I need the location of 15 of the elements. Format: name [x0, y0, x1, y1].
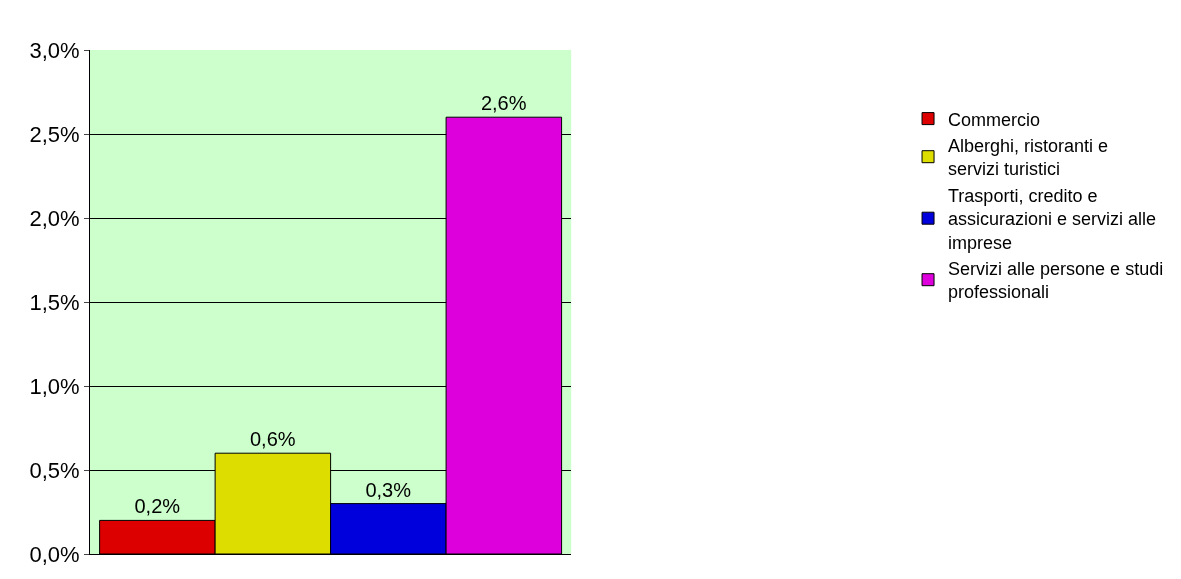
y-tick-label: 2,0% — [29, 205, 80, 231]
y-tick-label: 1,5% — [29, 289, 80, 315]
y-tick-label: 0,0% — [29, 541, 80, 567]
data-label: 2,6% — [480, 92, 527, 115]
y-tick-label: 3,0% — [29, 37, 80, 63]
data-label: 0,3% — [365, 478, 412, 501]
data-label: 0,6% — [249, 428, 296, 451]
y-tick-label: 0,5% — [29, 457, 80, 483]
data-label: 0,2% — [134, 495, 181, 518]
legend-label: Servizi alle persone e studi professionali — [948, 259, 1164, 303]
legend-label: Commercio — [948, 109, 1041, 130]
legend-label: Trasporti, credito e assicurazioni e servizi alle imprese — [948, 185, 1157, 253]
y-tick-label: 1,0% — [29, 373, 80, 399]
legend-label: Alberghi, ristoranti e servizi turistici — [948, 136, 1109, 180]
y-tick-label: 2,5% — [29, 121, 80, 147]
